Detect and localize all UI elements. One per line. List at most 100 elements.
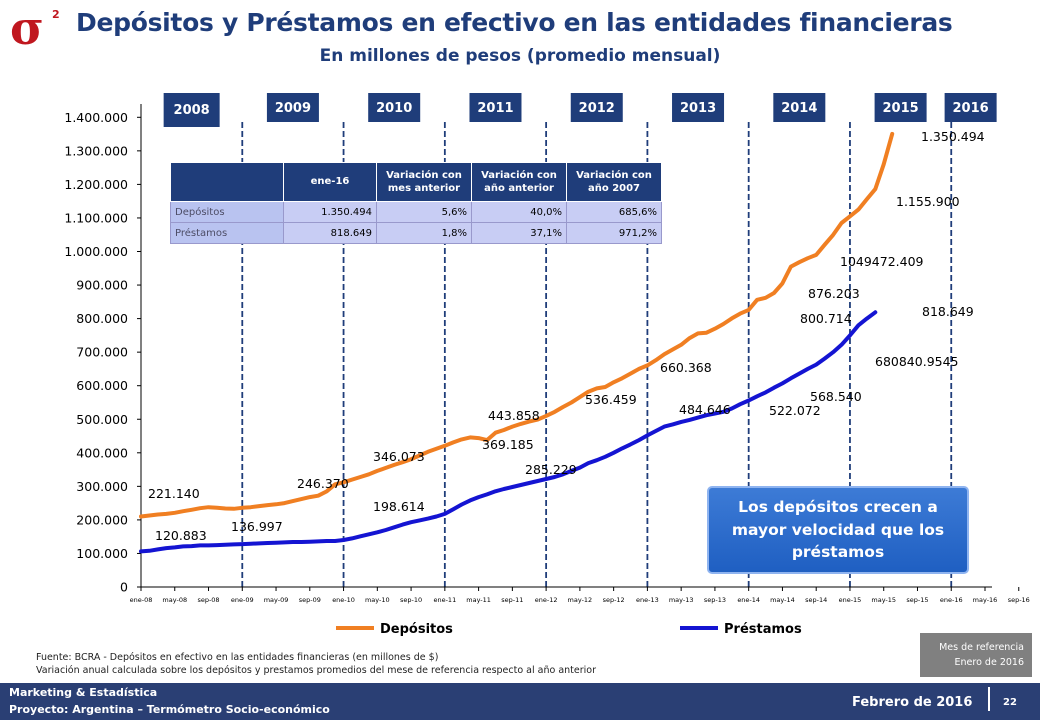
- year-header-bands: 2008 2009 2010 2011 2012 2013 2014 2015 2016: [163, 93, 997, 127]
- x-tick-label: ene-11: [433, 596, 456, 604]
- x-tick-label: ene-08: [130, 596, 153, 604]
- x-tick-label: ene-13: [636, 596, 659, 604]
- stats-header-mom: Variación con mes anterior: [376, 162, 472, 202]
- stats-row-prestamos: Préstamos 818.649 1,8% 37,1% 971,2%: [170, 222, 662, 244]
- footer-date: Febrero de 2016: [852, 695, 973, 710]
- data-label: 443.858: [488, 408, 540, 423]
- data-label: 522.072: [769, 403, 821, 418]
- data-label: 536.459: [585, 392, 637, 407]
- year-band: [570, 93, 623, 122]
- year-label: 2016: [953, 101, 989, 116]
- x-tick-label: ene-16: [940, 596, 963, 604]
- x-tick-label: may-15: [871, 596, 896, 604]
- prestamos-line: [139, 310, 878, 554]
- svg-text:σ: σ: [10, 4, 44, 50]
- stats-vs2007: 971,2%: [566, 222, 662, 244]
- year-band: [469, 93, 522, 122]
- year-label: 2015: [883, 101, 919, 116]
- y-tick-label: 900.000: [76, 278, 128, 293]
- legend-label-prestamos: Préstamos: [724, 622, 802, 637]
- y-tick-label: 1.000.000: [64, 244, 128, 259]
- x-tick-label: ene-10: [332, 596, 355, 604]
- y-axis-ticks: 0 100.000 200.000 300.000 400.000 500.000 600.…: [64, 110, 141, 595]
- x-tick-label: sep-15: [906, 596, 928, 604]
- data-label: 818.649: [922, 304, 974, 319]
- svg-text:2: 2: [52, 8, 60, 21]
- data-label: 120.883: [155, 528, 207, 543]
- callout-box: Los depósitos crecen a mayor velocidad q…: [707, 486, 969, 574]
- data-label: 136.997: [231, 519, 283, 534]
- stats-value: 818.649: [283, 222, 377, 244]
- stats-yoy: 37,1%: [471, 222, 567, 244]
- x-tick-label: sep-12: [603, 596, 625, 604]
- x-tick-label: may-12: [568, 596, 593, 604]
- y-tick-label: 1.200.000: [64, 177, 128, 192]
- year-label: 2012: [579, 101, 615, 116]
- data-label: 876.203: [808, 286, 860, 301]
- x-axis-ticks: ene-08 may-08 sep-08 ene-09 may-09 sep-09 ene-…: [130, 587, 1030, 604]
- year-label: 2014: [781, 101, 817, 116]
- x-tick-label: ene-09: [231, 596, 254, 604]
- chart-legend: Depósitos Préstamos: [336, 622, 802, 637]
- stats-mom: 1,8%: [376, 222, 472, 244]
- x-tick-label: ene-15: [839, 596, 862, 604]
- year-label: 2008: [174, 103, 210, 118]
- data-label: 285.229: [525, 462, 577, 477]
- y-tick-label: 700.000: [76, 345, 128, 360]
- stats-mom: 5,6%: [376, 201, 472, 223]
- y-tick-label: 800.000: [76, 311, 128, 326]
- x-tick-label: sep-09: [299, 596, 321, 604]
- source-line-1: Fuente: BCRA - Depósitos en efectivo en …: [36, 652, 439, 663]
- data-label: 660.368: [660, 360, 712, 375]
- stats-row-label: Préstamos: [170, 222, 284, 244]
- data-label: 484.646: [679, 402, 731, 417]
- x-tick-label: sep-11: [501, 596, 523, 604]
- year-band: [368, 93, 421, 122]
- year-band: [672, 93, 725, 122]
- x-tick-label: may-14: [770, 596, 795, 604]
- data-label: 1.350.494: [921, 129, 985, 144]
- x-tick-label: may-11: [466, 596, 491, 604]
- stats-table: ene-16 Variación con mes anterior Variac…: [170, 162, 662, 244]
- stats-header-2007: Variación con año 2007: [566, 162, 662, 202]
- reference-label: Mes de referencia: [939, 642, 1024, 653]
- y-tick-label: 1.300.000: [64, 143, 128, 158]
- y-tick-label: 1.400.000: [64, 110, 128, 125]
- year-label: 2013: [680, 101, 716, 116]
- x-tick-label: sep-10: [400, 596, 422, 604]
- x-tick-label: may-08: [162, 596, 187, 604]
- footer-bar: Marketing & Estadística Proyecto: Argent…: [0, 683, 1040, 720]
- data-label: 198.614: [373, 499, 425, 514]
- stats-value: 1.350.494: [283, 201, 377, 223]
- line-chart: 2008 2009 2010 2011 2012 2013 2014 2015 2016 0 10…: [64, 93, 1030, 637]
- year-label: 2010: [376, 101, 412, 116]
- footer-department: Marketing & Estadística: [9, 686, 158, 699]
- data-label: 800.714: [800, 311, 852, 326]
- data-label: 221.140: [148, 486, 200, 501]
- page-number: 22: [1003, 697, 1017, 708]
- year-band: [163, 93, 220, 127]
- stats-header-month: ene-16: [283, 162, 377, 202]
- year-band: [773, 93, 826, 122]
- reference-value: Enero de 2016: [954, 657, 1024, 668]
- y-tick-label: 100.000: [76, 546, 128, 561]
- depositos-line: [139, 131, 895, 519]
- stats-row-label: Depósitos: [170, 201, 284, 223]
- stats-yoy: 40,0%: [471, 201, 567, 223]
- year-label: 2011: [477, 101, 513, 116]
- stats-header-row: ene-16 Variación con mes anterior Variac…: [170, 162, 662, 202]
- year-label: 2009: [275, 101, 311, 116]
- chart-series: [139, 131, 895, 554]
- page-subtitle: En millones de pesos (promedio mensual): [319, 46, 721, 66]
- y-tick-label: 600.000: [76, 378, 128, 393]
- x-tick-label: sep-16: [1008, 596, 1030, 604]
- data-label: 1.155.900: [896, 194, 960, 209]
- x-tick-label: may-13: [669, 596, 694, 604]
- legend-label-depositos: Depósitos: [380, 622, 453, 637]
- y-tick-label: 500.000: [76, 412, 128, 427]
- x-tick-label: ene-12: [535, 596, 558, 604]
- year-band: [874, 93, 927, 122]
- reference-month-box: Mes de referencia Enero de 2016: [920, 633, 1032, 677]
- source-note: Fuente: BCRA - Depósitos en efectivo en …: [36, 651, 596, 677]
- y-tick-label: 300.000: [76, 479, 128, 494]
